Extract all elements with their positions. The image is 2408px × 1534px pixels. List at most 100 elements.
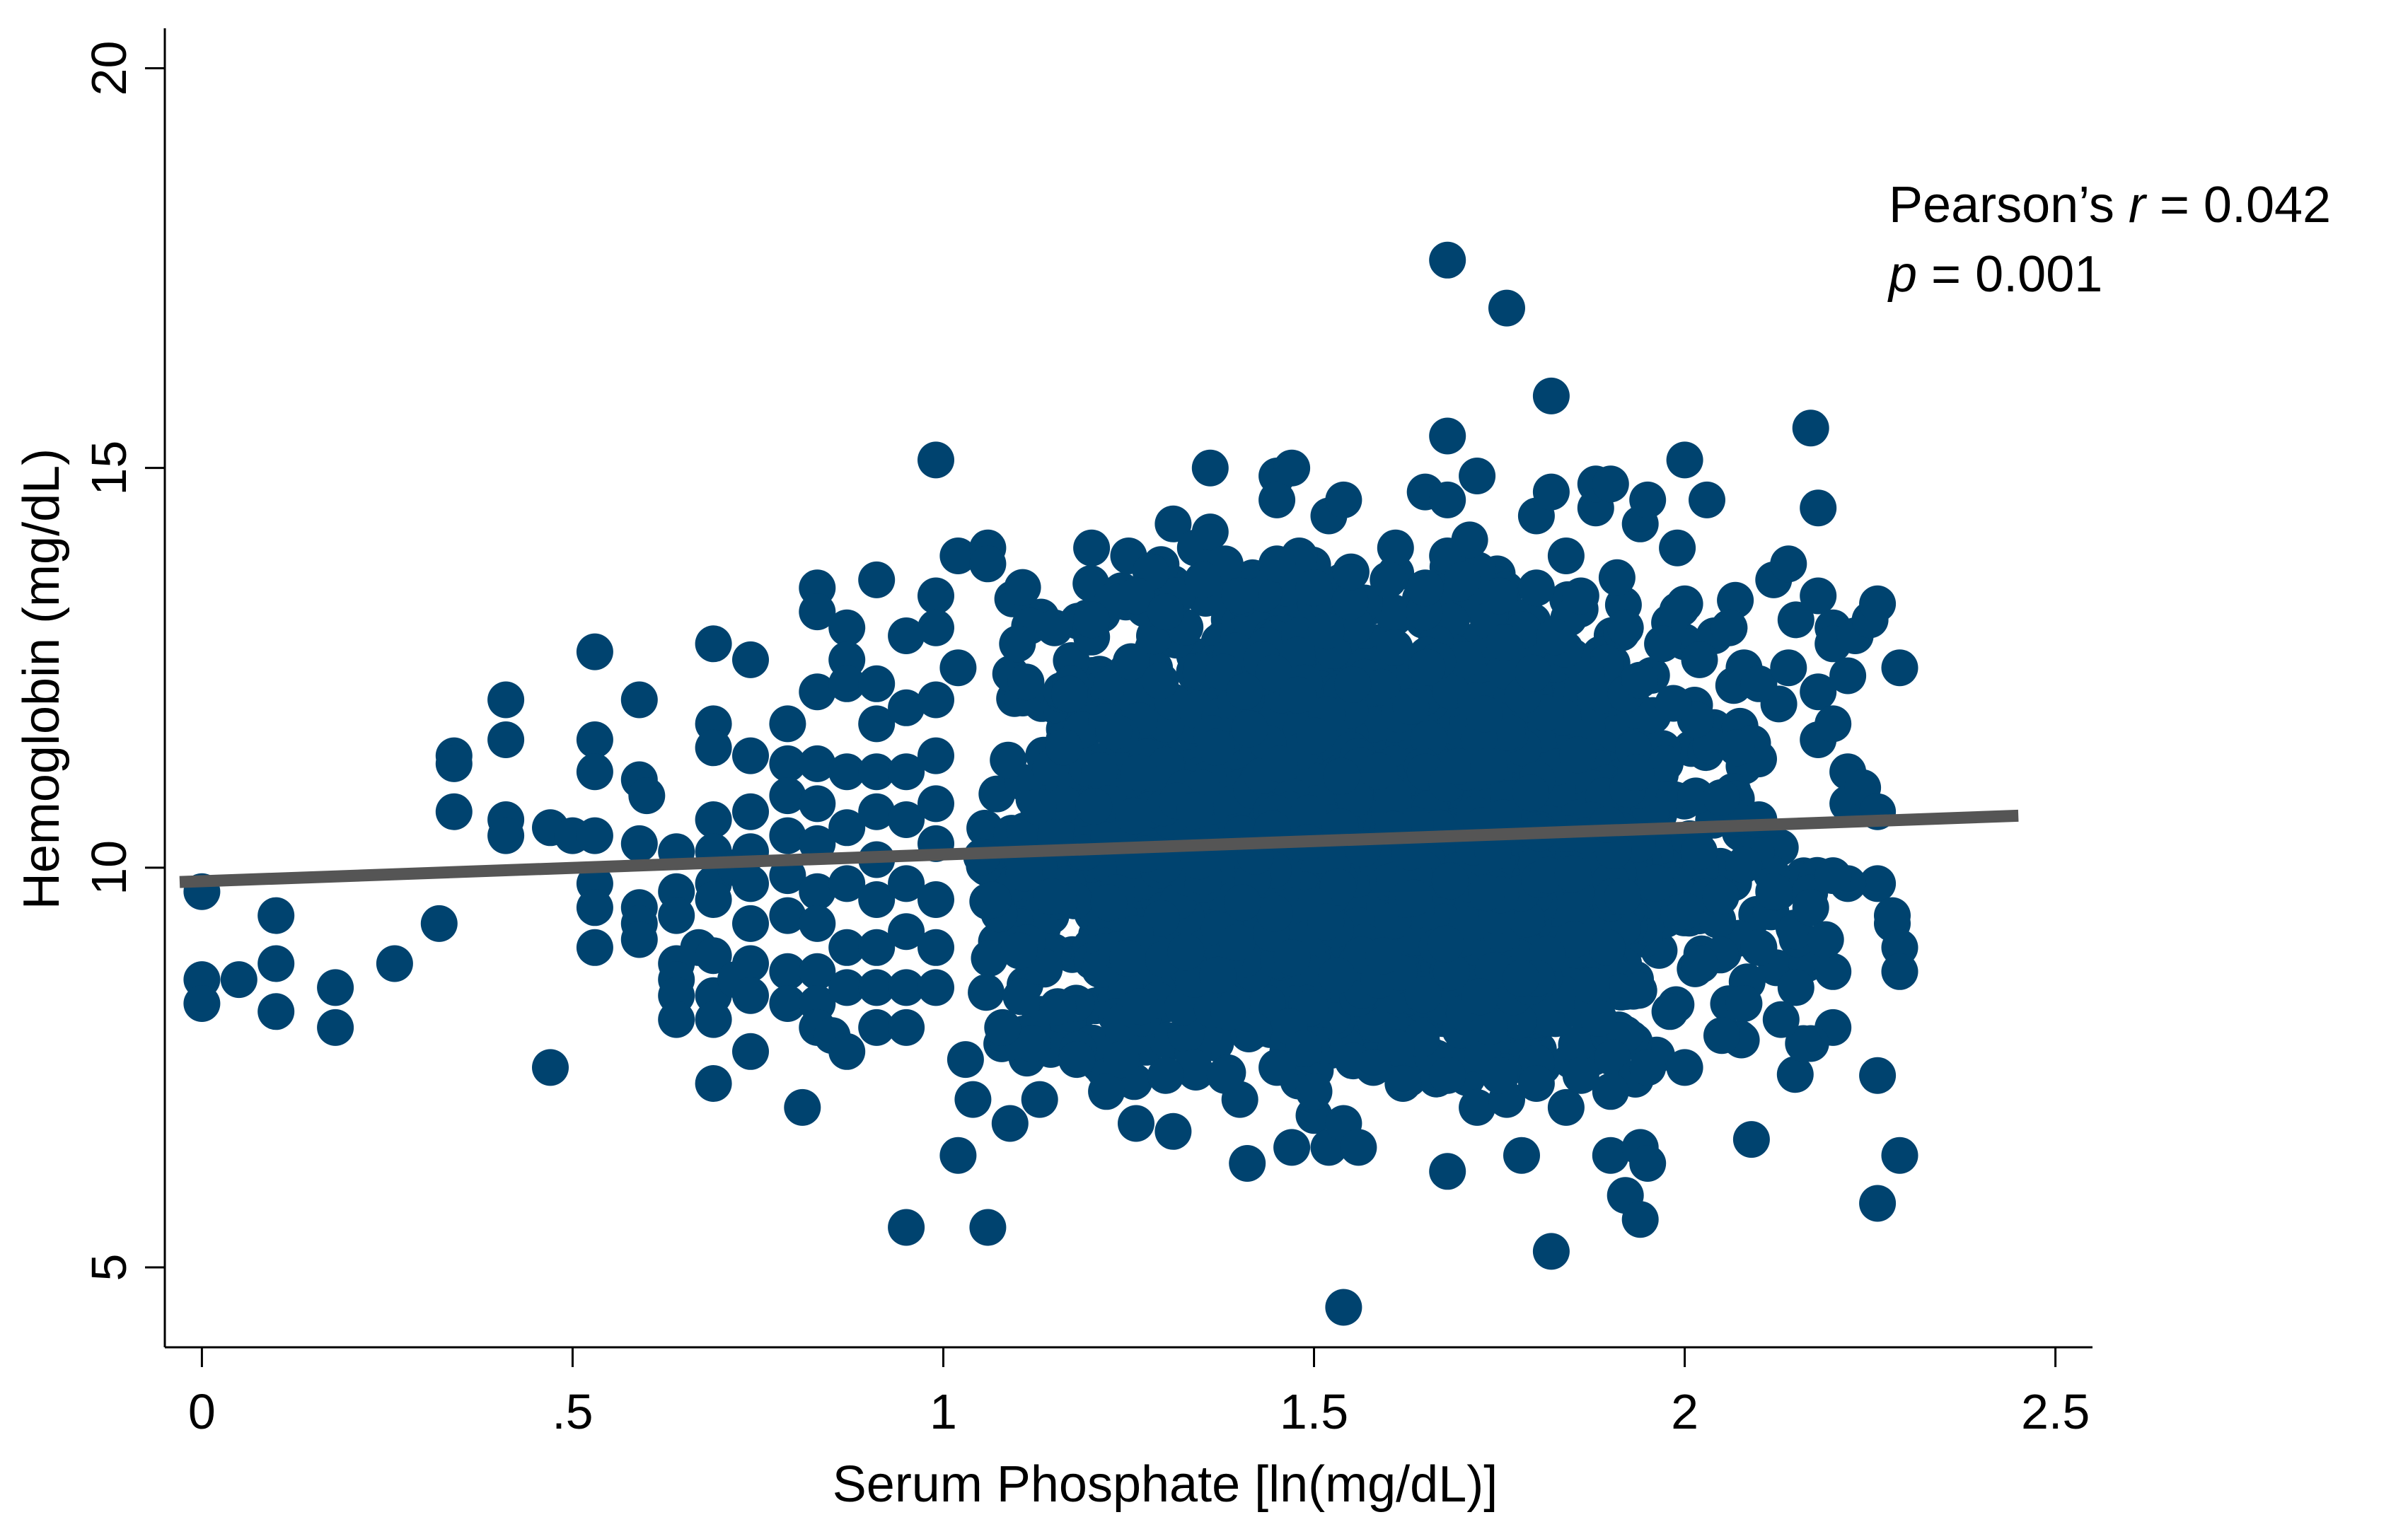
data-point: [1651, 993, 1689, 1030]
data-point: [317, 969, 354, 1006]
data-point: [1777, 601, 1814, 639]
data-point: [1258, 481, 1296, 518]
data-point: [1703, 1017, 1740, 1054]
data-point: [1512, 774, 1549, 812]
data-point: [1033, 878, 1070, 915]
data-point: [1273, 939, 1311, 977]
data-point: [1666, 1049, 1703, 1086]
data-point: [1290, 794, 1327, 832]
data-point: [732, 641, 769, 678]
data-point: [1058, 1041, 1096, 1079]
data-point: [1536, 618, 1573, 656]
data-point: [1517, 569, 1555, 607]
data-point: [1180, 842, 1217, 880]
data-point: [858, 561, 896, 598]
data-point: [1580, 999, 1617, 1037]
data-point: [1307, 903, 1345, 941]
data-point: [1109, 939, 1146, 977]
data-point: [1002, 978, 1040, 1016]
data-point: [1792, 409, 1829, 447]
data-point: [1325, 481, 1362, 518]
data-point: [1258, 1049, 1296, 1086]
x-tick-label: 2.5: [2021, 1384, 2090, 1439]
data-point: [1285, 1030, 1322, 1067]
data-point: [1702, 878, 1740, 915]
data-point: [1360, 753, 1398, 790]
data-point: [1629, 1145, 1667, 1182]
data-point: [1451, 521, 1488, 559]
data-point: [769, 897, 806, 934]
data-point: [1431, 862, 1469, 900]
data-point: [1176, 792, 1214, 830]
x-tick-label: .5: [552, 1384, 593, 1439]
x-tick-label: 1.5: [1280, 1384, 1348, 1439]
data-point: [183, 985, 221, 1022]
data-point: [1256, 895, 1293, 932]
data-points: [183, 241, 1918, 1326]
data-point: [1118, 577, 1154, 615]
data-point: [1711, 609, 1748, 646]
data-point: [1273, 1129, 1311, 1166]
data-point: [1340, 1129, 1377, 1166]
data-point: [888, 617, 925, 654]
data-point: [939, 1137, 977, 1174]
data-point: [1776, 1056, 1814, 1093]
data-point: [1021, 1081, 1058, 1118]
data-point: [1365, 937, 1402, 975]
data-point: [1470, 748, 1507, 785]
data-point: [918, 737, 954, 774]
axes: 0 .5 1 1.5 2 2.5 5 10 15 20: [81, 28, 2092, 1439]
data-point: [1045, 728, 1082, 766]
data-point: [1503, 1137, 1540, 1174]
data-point: [918, 969, 954, 1006]
data-point: [1444, 561, 1481, 598]
data-point: [1562, 577, 1599, 615]
data-point: [1051, 675, 1088, 713]
data-point: [1644, 625, 1681, 663]
data-point: [1859, 585, 1897, 622]
data-point: [1261, 745, 1298, 783]
annotation-p-value: = 0.001: [1917, 246, 2102, 303]
data-point: [1376, 629, 1413, 666]
data-point: [1874, 897, 1911, 934]
data-point: [1592, 1073, 1629, 1110]
data-point: [888, 689, 925, 726]
data-point: [1167, 934, 1205, 971]
data-point: [1218, 924, 1256, 961]
data-point: [732, 793, 769, 830]
data-point: [1471, 1008, 1508, 1045]
data-point: [1019, 788, 1057, 825]
data-point: [888, 753, 925, 791]
y-tick-label: 5: [81, 1254, 137, 1282]
data-point: [1036, 609, 1073, 646]
data-point: [1503, 960, 1539, 997]
data-point: [1318, 957, 1355, 994]
data-point: [1740, 665, 1778, 702]
data-point: [1154, 1112, 1192, 1150]
data-point: [858, 665, 896, 702]
data-point: [918, 441, 954, 479]
data-point: [1588, 929, 1626, 966]
data-point: [1481, 1057, 1518, 1094]
data-point: [858, 969, 896, 1006]
data-point: [1325, 1289, 1362, 1326]
data-point: [1659, 529, 1696, 566]
data-point: [1814, 705, 1852, 743]
data-point: [576, 929, 613, 966]
data-point: [888, 1209, 925, 1246]
data-point: [1191, 513, 1229, 551]
data-point: [1732, 1121, 1770, 1158]
data-point: [954, 1081, 992, 1118]
data-point: [1075, 788, 1113, 825]
data-point: [1081, 752, 1118, 789]
data-point: [828, 665, 866, 702]
data-point: [828, 929, 866, 966]
data-point: [1532, 473, 1570, 511]
data-point: [1792, 889, 1829, 926]
regression-line: [179, 809, 2019, 888]
data-point: [888, 865, 925, 902]
data-point: [858, 705, 896, 743]
data-point: [1725, 846, 1763, 883]
data-point: [620, 921, 658, 958]
data-point: [1210, 994, 1248, 1031]
